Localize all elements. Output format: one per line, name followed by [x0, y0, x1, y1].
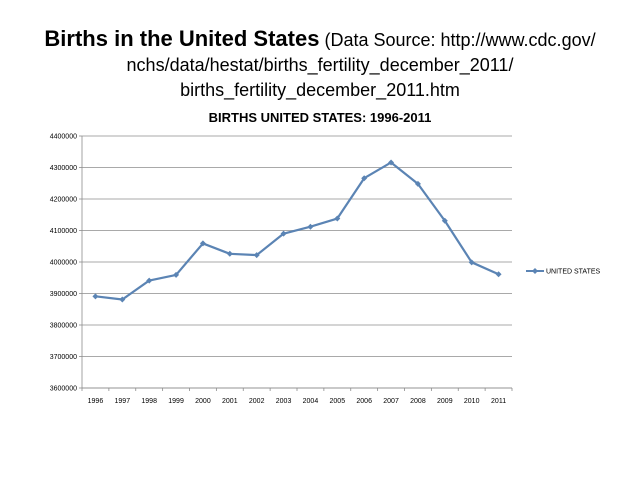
data-point [468, 259, 475, 266]
legend-marker [532, 268, 538, 274]
x-tick-label: 1997 [115, 398, 131, 405]
x-tick-label: 2002 [249, 398, 265, 405]
data-point [307, 223, 314, 230]
data-point [334, 215, 341, 222]
slide-title-line-2: nchs/data/hestat/births_fertility_decemb… [126, 55, 514, 75]
x-tick-label: 2008 [410, 398, 426, 405]
y-tick-label: 3900000 [50, 291, 77, 298]
y-tick-label: 4400000 [50, 134, 77, 141]
axis-layer: 3600000 3700000 3800000 3900000 4000000 41000… [50, 134, 513, 405]
y-tick-label: 4200000 [50, 197, 77, 204]
x-tick-label: 1998 [141, 398, 157, 405]
legend: UNITED STATES [526, 268, 601, 276]
slide-title-line-1: Births in the United States (Data Source… [0, 26, 640, 53]
data-point [414, 180, 421, 187]
x-tick-label: 1999 [168, 398, 184, 405]
data-point [495, 271, 502, 278]
series-layer [92, 159, 502, 303]
x-tick-label: 2007 [383, 398, 399, 405]
data-point [146, 277, 153, 284]
grid-layer [82, 135, 512, 389]
data-point [226, 250, 233, 257]
y-tick-label: 4000000 [50, 260, 77, 267]
x-tick-label: 2011 [491, 398, 506, 405]
chart-title: BIRTHS UNITED STATES: 1996-2011 [209, 110, 432, 125]
y-tick-label: 3700000 [50, 354, 77, 361]
x-tick-label: 2001 [222, 398, 238, 405]
data-point [361, 175, 368, 182]
slide-title-main: Births in the United States [44, 26, 320, 51]
x-tick-label: 2000 [195, 398, 211, 405]
data-point [92, 293, 99, 300]
data-point [388, 159, 395, 166]
x-tick-label: 2003 [276, 398, 292, 405]
slide-title-line-3: births_fertility_december_2011.htm [180, 80, 460, 100]
x-tick-label: 2010 [464, 398, 480, 405]
y-tick-label: 4300000 [50, 165, 77, 172]
x-tick-label: 1996 [88, 398, 104, 405]
x-tick-label: 2009 [437, 398, 453, 405]
x-tick-label: 2006 [356, 398, 372, 405]
y-tick-label: 3600000 [50, 386, 77, 393]
legend-label: UNITED STATES [546, 269, 601, 276]
x-tick-label: 2005 [330, 398, 346, 405]
y-tick-label: 4100000 [50, 228, 77, 235]
data-point [173, 271, 180, 278]
x-tick-label: 2004 [303, 398, 319, 405]
data-point [119, 296, 126, 303]
data-point [253, 252, 260, 259]
slide-title-source: (Data Source: http://www.cdc.gov/ [324, 30, 596, 50]
series-line [95, 161, 500, 301]
y-tick-label: 3800000 [50, 323, 77, 330]
data-point [441, 217, 448, 224]
slide-title: Births in the United States (Data Source… [0, 26, 640, 103]
data-point [199, 240, 206, 247]
data-point [280, 230, 287, 237]
